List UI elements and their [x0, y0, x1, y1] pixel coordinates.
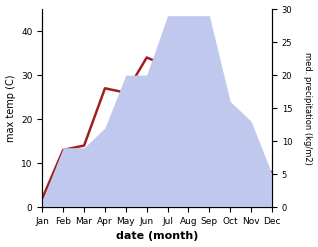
X-axis label: date (month): date (month) — [116, 231, 198, 242]
Y-axis label: med. precipitation (kg/m2): med. precipitation (kg/m2) — [303, 52, 313, 165]
Y-axis label: max temp (C): max temp (C) — [5, 74, 16, 142]
